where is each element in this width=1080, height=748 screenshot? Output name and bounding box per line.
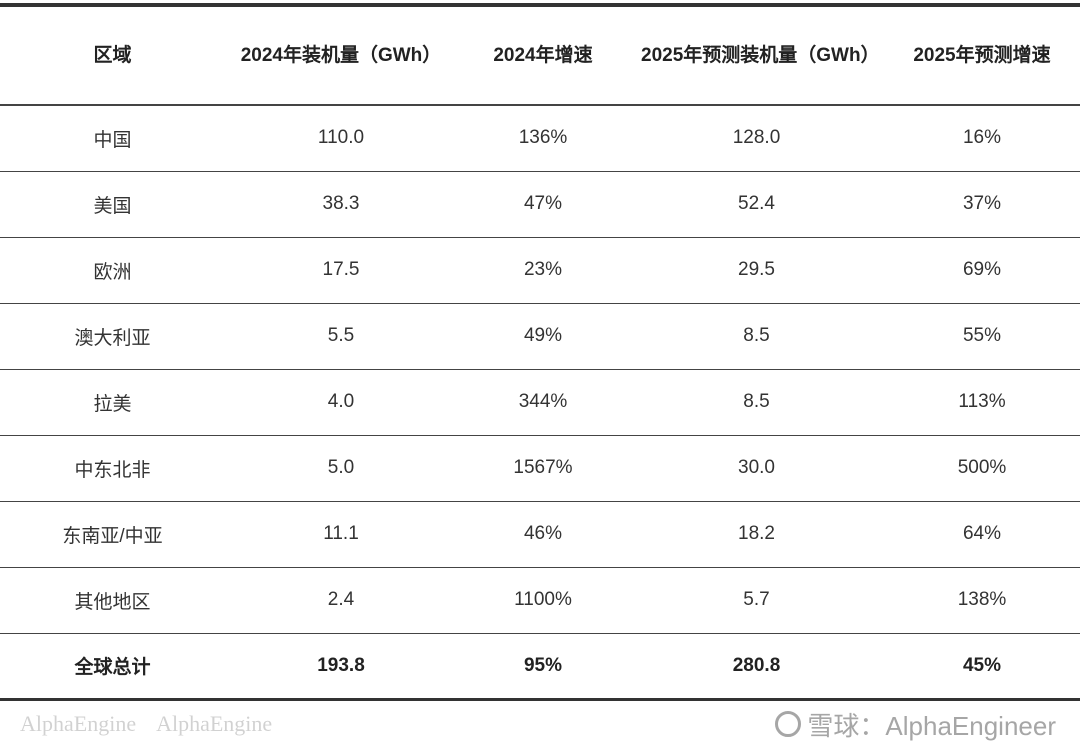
total-region: 全球总计 (74, 657, 151, 678)
cell-capacity-2025: 52.4 (738, 193, 775, 214)
cell-growth-2024: 47% (523, 193, 563, 214)
cell-region: 其他地区 (74, 591, 151, 613)
cell-growth-2025: 113% (958, 391, 1006, 412)
watermark-strip: AlphaEngine AlphaEngine 雪球：AlphaEngineer (0, 704, 1080, 744)
cell-growth-2025: 500% (957, 457, 1007, 478)
cell-growth-2025: 64% (962, 523, 1002, 544)
total-growth-2024: 95% (523, 654, 563, 676)
source-watermark: 雪球：AlphaEngineer (775, 706, 1056, 743)
install-capacity-table: 区域 2024年装机量（GWh） 2024年增速 2025年预测装机量（GWh）… (0, 3, 1080, 701)
total-growth-2025: 45% (962, 654, 1002, 676)
cell-capacity-2025: 8.5 (743, 391, 770, 412)
header-region: 区域 (93, 44, 132, 66)
total-row: 全球总计 193.8 95% 280.8 45% (0, 633, 1080, 699)
cell-capacity-2024: 11.1 (323, 523, 359, 544)
cell-capacity-2025: 5.7 (743, 589, 770, 610)
source-watermark-text: 雪球：AlphaEngineer (807, 710, 1056, 741)
cell-growth-2024: 46% (523, 523, 563, 544)
header-2024-growth: 2024年增速 (493, 44, 593, 66)
cell-region: 美国 (93, 195, 132, 217)
cell-capacity-2025: 128.0 (732, 127, 781, 149)
cell-capacity-2024: 5.0 (327, 457, 355, 478)
cell-growth-2024: 1100% (514, 589, 572, 610)
cell-capacity-2025: 29.5 (738, 259, 775, 280)
cell-region: 拉美 (93, 393, 132, 415)
table-row: 美国 38.3 47% 52.4 37% (0, 171, 1080, 237)
total-capacity-2024: 193.8 (317, 654, 365, 676)
watermark: AlphaEngine (156, 711, 273, 736)
cell-capacity-2025: 18.2 (738, 523, 775, 544)
cell-growth-2025: 16% (962, 127, 1002, 149)
cell-growth-2024: 344% (518, 391, 568, 412)
cell-region: 澳大利亚 (74, 327, 151, 349)
cell-growth-2024: 136% (518, 127, 568, 149)
table-row: 欧洲 17.5 23% 29.5 69% (0, 237, 1080, 303)
cell-region: 东南亚/中亚 (62, 525, 163, 547)
table-row: 东南亚/中亚 11.1 46% 18.2 64% (0, 501, 1080, 567)
table-row: 澳大利亚 5.5 49% 8.5 55% (0, 303, 1080, 369)
table-row: 中东北非 5.0 1567% 30.0 500% (0, 435, 1080, 501)
cell-growth-2025: 37% (962, 193, 1002, 214)
cell-region: 欧洲 (93, 261, 132, 283)
cell-capacity-2025: 30.0 (738, 457, 775, 478)
cell-region: 中东北非 (74, 459, 151, 481)
header-2025-growth: 2025年预测增速 (913, 44, 1051, 66)
cell-growth-2025: 69% (962, 259, 1002, 280)
cell-capacity-2024: 4.0 (327, 391, 355, 412)
cell-capacity-2024: 110.0 (317, 127, 365, 149)
table-row: 拉美 4.0 344% 8.5 113% (0, 369, 1080, 435)
cell-region: 中国 (93, 129, 132, 151)
cell-capacity-2025: 8.5 (743, 325, 770, 346)
cell-growth-2024: 1567% (513, 457, 573, 478)
total-capacity-2025: 280.8 (732, 654, 781, 676)
cell-growth-2025: 55% (962, 325, 1002, 346)
cell-growth-2025: 138% (957, 589, 1007, 610)
cell-growth-2024: 49% (523, 325, 563, 346)
xueqiu-logo-icon (775, 711, 802, 737)
watermark: AlphaEngine (20, 711, 137, 736)
cell-capacity-2024: 38.3 (322, 193, 360, 214)
cell-capacity-2024: 2.4 (327, 589, 355, 610)
cell-growth-2024: 23% (523, 259, 563, 280)
table-row: 其他地区 2.4 1100% 5.7 138% (0, 567, 1080, 633)
header-2025-capacity: 2025年预测装机量（GWh） (641, 44, 880, 66)
cell-capacity-2024: 5.5 (327, 325, 355, 346)
cell-capacity-2024: 17.5 (322, 259, 360, 280)
table-row: 中国 110.0 136% 128.0 16% (0, 105, 1080, 171)
header-2024-capacity: 2024年装机量（GWh） (240, 44, 442, 66)
header-row: 区域 2024年装机量（GWh） 2024年增速 2025年预测装机量（GWh）… (0, 5, 1080, 105)
